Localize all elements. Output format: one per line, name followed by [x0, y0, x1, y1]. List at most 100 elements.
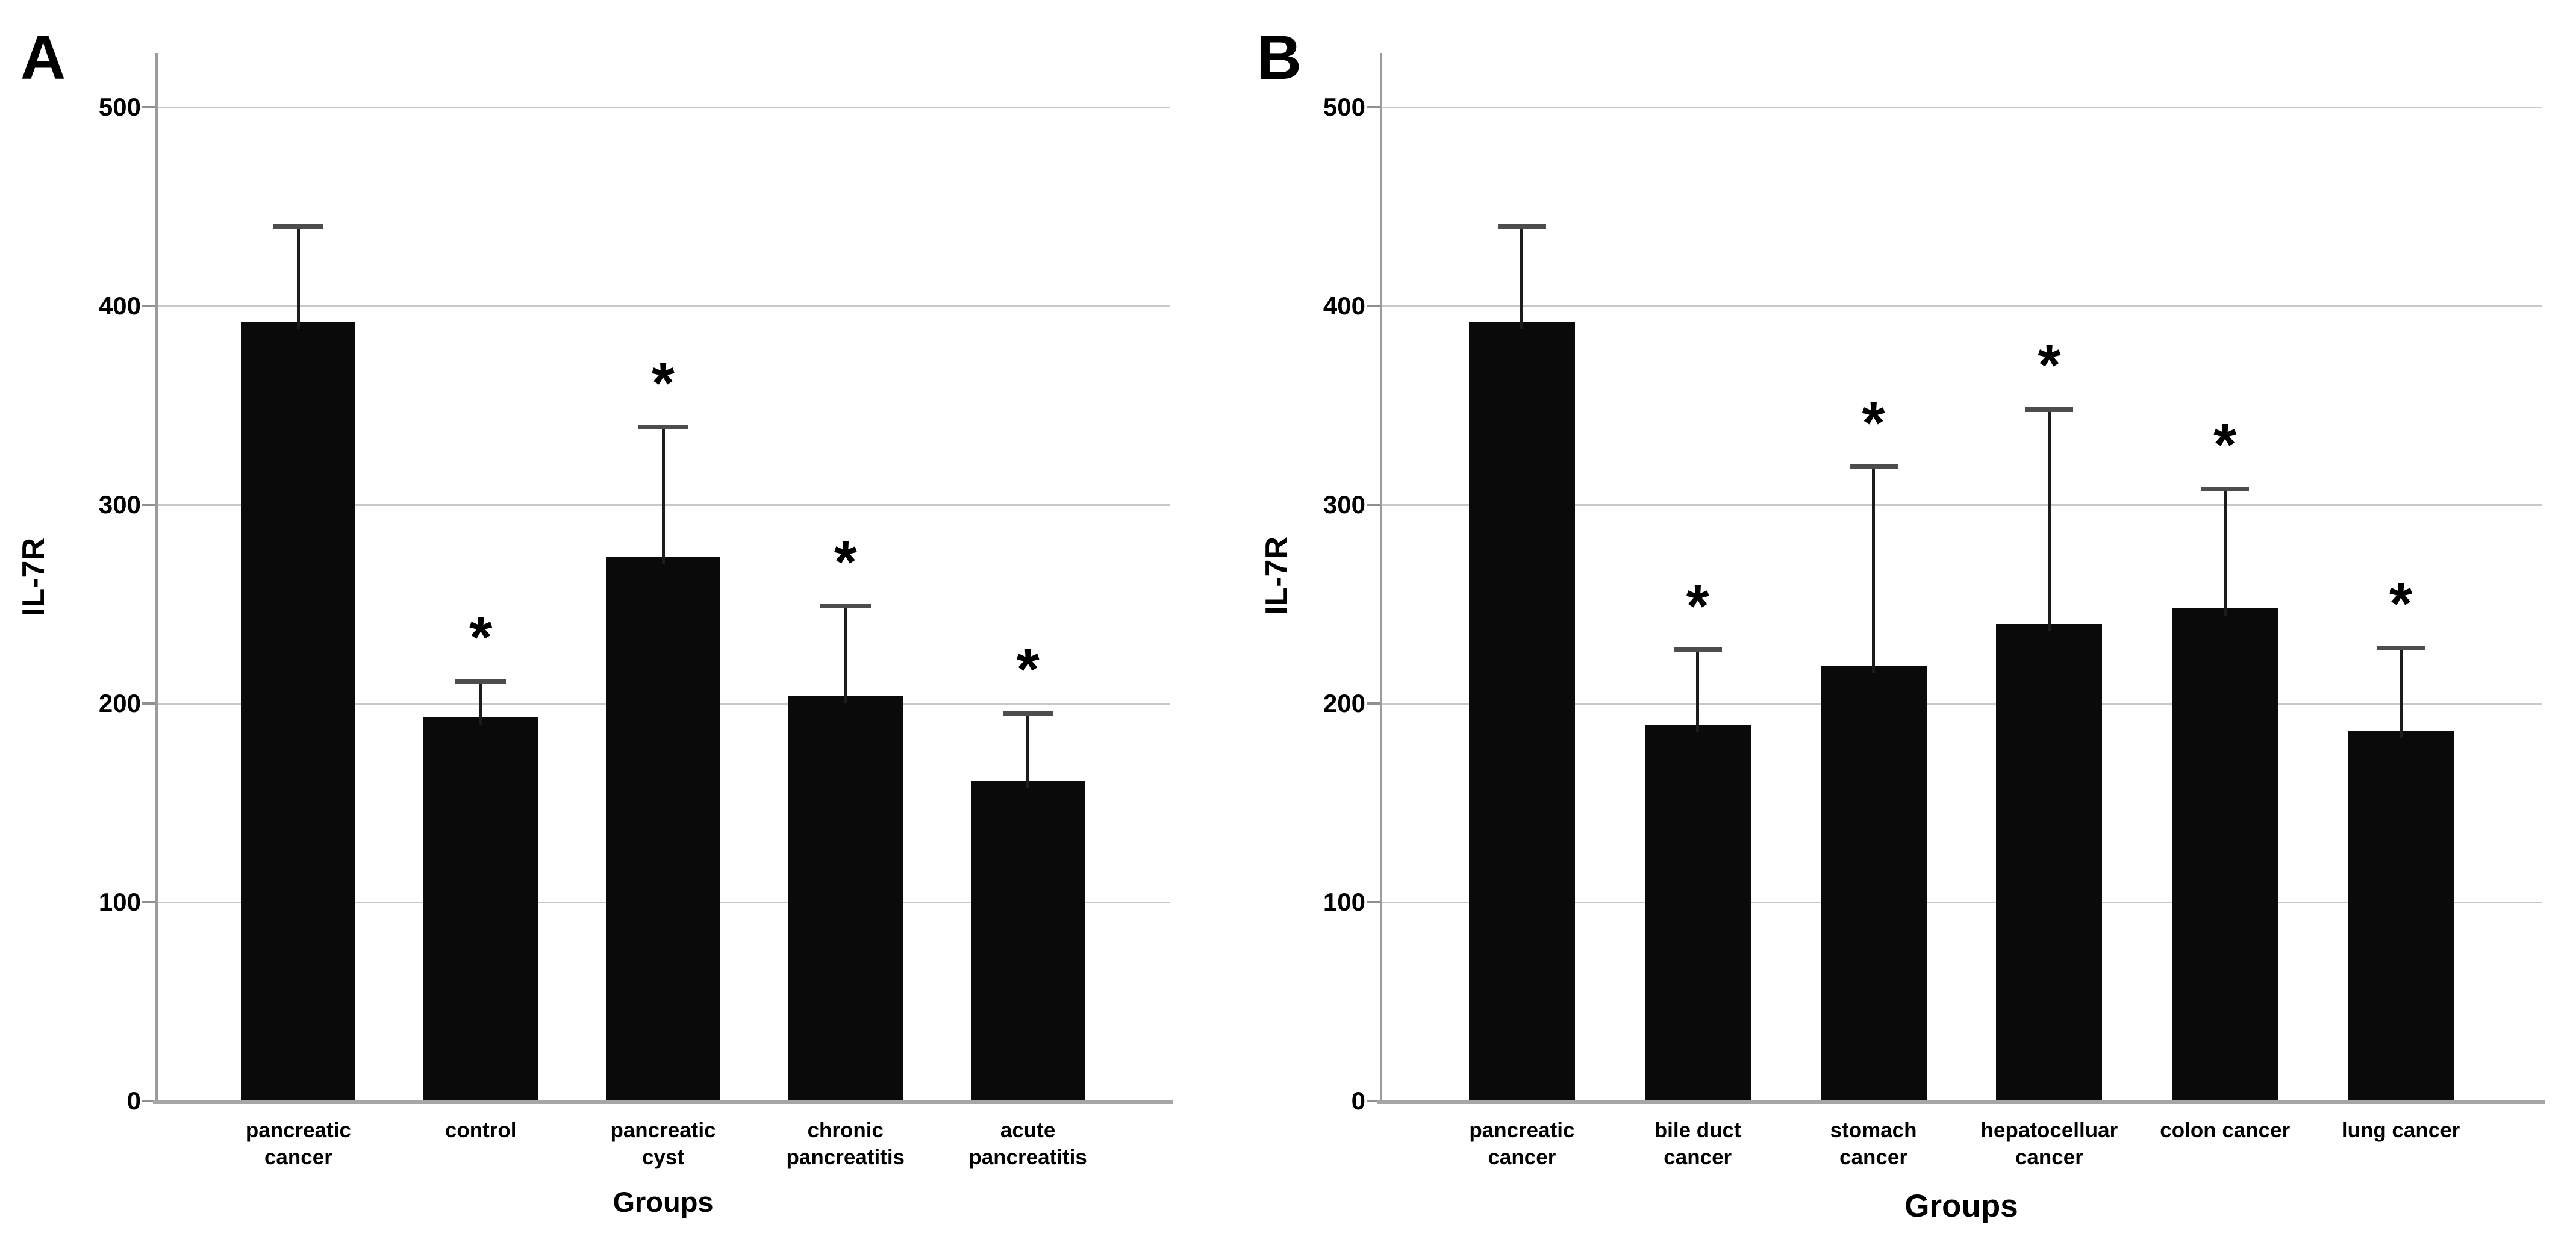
category-label-line: cancer — [264, 1146, 332, 1169]
y-axis-line — [1380, 53, 1382, 1102]
bar-control — [423, 717, 538, 1102]
bar-acute-pancreatitis — [970, 781, 1085, 1102]
bar-stomach-cancer — [1820, 666, 1927, 1102]
y-tick-label-400: 400 — [1323, 292, 1365, 320]
error-bar-stem — [1520, 226, 1524, 329]
significance-asterisk: * — [1686, 572, 1709, 639]
error-bar-stem — [1696, 649, 1700, 733]
y-tick-500 — [1367, 106, 1381, 108]
category-label-line: control — [444, 1118, 517, 1142]
y-tick-label-0: 0 — [1351, 1087, 1365, 1115]
significance-asterisk: * — [651, 349, 675, 416]
category-label-line: chronic — [807, 1118, 884, 1142]
y-tick-200 — [142, 702, 157, 705]
category-label: chronic pancreatitis — [742, 1117, 949, 1171]
significance-asterisk: * — [2038, 332, 2061, 399]
y-tick-label-0: 0 — [126, 1087, 141, 1115]
error-bar-stem — [479, 681, 482, 725]
y-tick-label-200: 200 — [98, 689, 141, 717]
bar-hepatocelluar-cancer — [1996, 624, 2103, 1102]
y-tick-label-500: 500 — [1323, 93, 1365, 121]
category-label-line: cancer — [1488, 1146, 1556, 1169]
gridline-100 — [1381, 901, 2542, 903]
category-label-line: cyst — [641, 1146, 685, 1169]
bar-colon-cancer — [2172, 608, 2278, 1102]
plot-area: 0 100 200 300 400 500 pancreatic cancer * bile du… — [1323, 53, 2545, 1169]
error-bar-stem — [844, 606, 847, 703]
significance-asterisk: * — [1016, 636, 1040, 703]
significance-asterisk: * — [469, 604, 493, 671]
y-tick-500 — [142, 106, 157, 108]
category-label: stomach cancer — [1774, 1117, 1974, 1171]
error-bar-cap — [638, 425, 688, 430]
y-tick-label-300: 300 — [1323, 490, 1365, 519]
y-tick-300 — [1367, 504, 1381, 506]
category-label: colon cancer — [2125, 1117, 2325, 1144]
category-label: hepatocelluar cancer — [1950, 1117, 2150, 1171]
bar-pancreatic-cancer — [241, 322, 356, 1102]
bar-lung-cancer — [2348, 731, 2454, 1102]
category-label-line: cancer — [1664, 1146, 1732, 1169]
gridline-200 — [1381, 702, 2542, 705]
gridline-500 — [157, 106, 1170, 108]
bar-pancreatic-cyst — [606, 556, 720, 1102]
category-label: pancreatic cyst — [560, 1117, 767, 1171]
error-bar-cap — [2201, 486, 2250, 491]
x-axis-line — [1377, 1100, 2545, 1104]
category-label-line: pancreatitis — [786, 1146, 905, 1169]
category-label-line: pancreatic — [245, 1118, 351, 1142]
y-tick-label-100: 100 — [1323, 888, 1365, 916]
bar-chronic-pancreatitis — [788, 695, 903, 1102]
category-label-line: stomach — [1830, 1118, 1917, 1142]
y-tick-label-100: 100 — [98, 888, 141, 916]
y-tick-200 — [1367, 702, 1381, 705]
y-tick-400 — [142, 305, 157, 307]
error-bar-stem — [1026, 713, 1030, 788]
y-tick-label-300: 300 — [98, 490, 141, 519]
error-bar-stem — [2047, 409, 2051, 631]
category-label: pancreatic cancer — [1422, 1117, 1622, 1171]
significance-asterisk: * — [834, 528, 857, 595]
category-label: lung cancer — [2301, 1117, 2501, 1144]
error-bar-stem — [2223, 488, 2227, 616]
significance-asterisk: * — [1862, 389, 1885, 456]
category-label: control — [378, 1117, 584, 1144]
bar-pancreatic-cancer — [1468, 322, 1575, 1102]
category-label-line: bile duct — [1654, 1118, 1741, 1142]
error-bar-cap — [1002, 711, 1053, 716]
bar-bile-duct-cancer — [1644, 725, 1751, 1102]
significance-asterisk: * — [2213, 411, 2237, 478]
category-label-line: pancreatitis — [968, 1146, 1087, 1169]
y-tick-100 — [1367, 901, 1381, 903]
error-bar-stem — [296, 226, 300, 329]
x-axis-title: Groups — [613, 1186, 714, 1218]
category-label: bile duct cancer — [1598, 1117, 1798, 1171]
category-label-line: cancer — [1839, 1146, 1907, 1169]
y-tick-300 — [142, 504, 157, 506]
y-axis-line — [155, 53, 158, 1102]
error-bar-stem — [661, 427, 665, 564]
y-tick-100 — [142, 901, 157, 903]
error-bar-cap — [2377, 645, 2425, 650]
panel-letter-A: A — [20, 23, 66, 93]
category-label: pancreatic cancer — [195, 1117, 402, 1171]
error-bar-stem — [1872, 467, 1876, 673]
x-axis-line — [153, 1100, 1173, 1104]
error-bar-cap — [455, 679, 507, 684]
y-tick-label-200: 200 — [1323, 689, 1365, 717]
panel-letter-B: B — [1256, 23, 1302, 93]
category-label-line: pancreatic — [1469, 1118, 1575, 1142]
gridline-400 — [1381, 305, 2542, 307]
y-tick-label-400: 400 — [98, 292, 141, 320]
y-tick-400 — [1367, 305, 1381, 307]
category-label-line: colon cancer — [2160, 1118, 2291, 1142]
significance-asterisk: * — [2389, 570, 2413, 637]
y-tick-0 — [142, 1100, 157, 1102]
gridline-300 — [1381, 504, 2542, 506]
gridline-500 — [1381, 106, 2542, 108]
y-axis-title: IL-7R — [1259, 537, 1294, 615]
error-bar-cap — [273, 224, 324, 229]
